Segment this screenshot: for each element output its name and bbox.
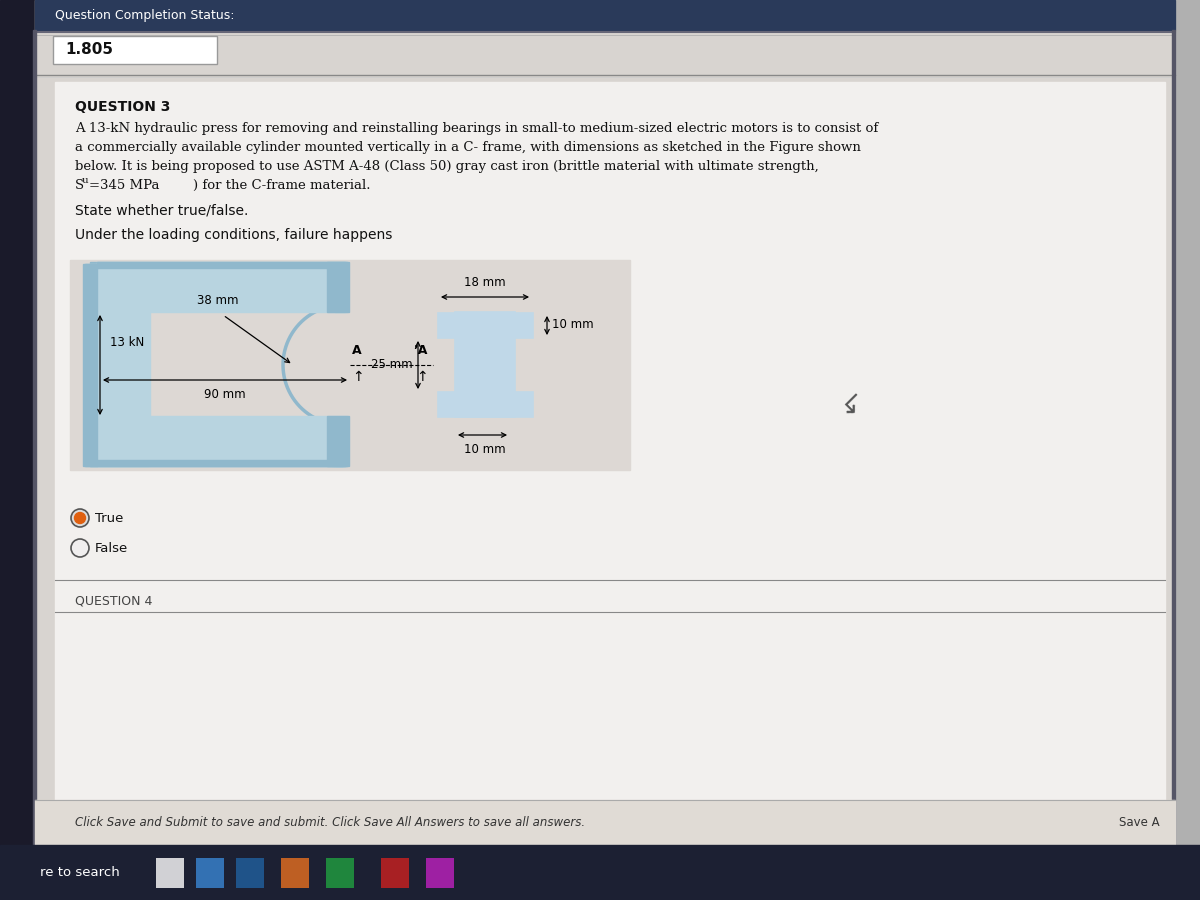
Bar [97, 416, 347, 466]
Text: ↳: ↳ [830, 392, 866, 428]
Bar [236, 858, 264, 888]
Bar [90, 458, 346, 466]
Circle shape [71, 509, 89, 527]
Bar [88, 266, 142, 462]
Bar [1172, 30, 1175, 845]
Text: 1.805: 1.805 [65, 42, 113, 58]
Text: 38 mm: 38 mm [197, 294, 239, 307]
Bar [426, 858, 454, 888]
Text: 10 mm: 10 mm [552, 319, 594, 331]
Bar [35, 800, 1175, 845]
Bar [196, 858, 224, 888]
Bar [0, 845, 1200, 900]
Bar [149, 312, 334, 418]
Text: True: True [95, 511, 124, 525]
Bar [70, 260, 630, 470]
Text: below. It is being proposed to use ASTM A-48 (Class 50) gray cast iron (brittle : below. It is being proposed to use ASTM … [74, 160, 818, 173]
Text: 25 mm: 25 mm [371, 358, 413, 372]
Text: 13 kN: 13 kN [110, 336, 144, 348]
Bar [326, 858, 354, 888]
Text: ↑: ↑ [352, 370, 364, 384]
Bar [438, 392, 533, 417]
Bar [34, 30, 36, 845]
Text: 10 mm: 10 mm [464, 443, 506, 456]
Text: State whether true/false.: State whether true/false. [74, 204, 248, 218]
Bar [90, 264, 346, 312]
Bar [97, 262, 347, 268]
Bar [90, 418, 346, 466]
Text: =345 MPa: =345 MPa [89, 179, 160, 192]
Bar [0, 0, 35, 900]
Text: Click Save and Submit to save and submit. Click Save All Answers to save all ans: Click Save and Submit to save and submit… [74, 815, 586, 829]
Bar [83, 264, 97, 466]
Bar [90, 262, 346, 270]
Text: ) for the C-frame material.: ) for the C-frame material. [193, 179, 371, 192]
Circle shape [74, 512, 85, 524]
Text: QUESTION 3: QUESTION 3 [74, 100, 170, 114]
Bar [382, 858, 409, 888]
Bar [97, 422, 325, 462]
FancyBboxPatch shape [53, 36, 217, 64]
Bar [97, 262, 347, 312]
Polygon shape [241, 263, 343, 467]
Bar [55, 82, 1165, 800]
Bar [85, 264, 150, 466]
Bar [455, 312, 515, 417]
Bar [455, 312, 515, 417]
Circle shape [71, 539, 89, 557]
Bar [85, 264, 97, 466]
Bar [438, 392, 533, 417]
Bar [438, 313, 533, 338]
Text: False: False [95, 542, 128, 554]
Bar [97, 268, 325, 308]
Bar [156, 858, 184, 888]
Bar [97, 460, 347, 466]
Text: 18 mm: 18 mm [464, 276, 506, 289]
Text: Under the loading conditions, failure happens: Under the loading conditions, failure ha… [74, 228, 392, 242]
Bar [438, 313, 533, 338]
Text: QUESTION 4: QUESTION 4 [74, 594, 152, 607]
Bar [281, 858, 310, 888]
Text: a commercially available cylinder mounted vertically in a C- frame, with dimensi: a commercially available cylinder mounte… [74, 141, 860, 154]
Text: A 13-kN hydraulic press for removing and reinstalling bearings in small-to mediu: A 13-kN hydraulic press for removing and… [74, 122, 878, 135]
Text: ’A: ’A [414, 344, 428, 357]
Text: Save A: Save A [1120, 815, 1160, 829]
Bar [326, 416, 349, 466]
Bar [326, 262, 349, 312]
Bar [90, 264, 148, 466]
Text: re to search: re to search [40, 867, 120, 879]
Bar [35, 0, 1175, 30]
Text: u: u [82, 176, 89, 185]
Text: Question Completion Status:: Question Completion Status: [55, 8, 234, 22]
Text: A: A [352, 344, 361, 357]
Text: ↑: ↑ [416, 370, 428, 384]
Text: S: S [74, 179, 84, 192]
Text: 90 mm: 90 mm [204, 388, 246, 401]
